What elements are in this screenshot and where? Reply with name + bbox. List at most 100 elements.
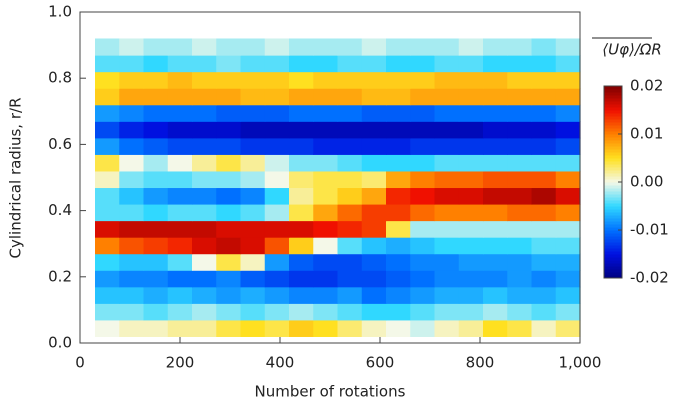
heatmap-cell: [192, 88, 217, 106]
heatmap-cell: [386, 203, 411, 222]
heatmap-cell: [483, 88, 508, 106]
colorbar-slice: [604, 197, 622, 201]
heatmap-cell: [216, 154, 242, 172]
colorbar-slice: [604, 257, 622, 261]
heatmap-cell: [531, 88, 557, 106]
heatmap-cell: [434, 303, 460, 321]
heatmap-cell: [313, 71, 339, 89]
heatmap-cell: [264, 121, 290, 139]
heatmap-cell: [386, 121, 411, 139]
heatmap-cell: [95, 286, 120, 304]
heatmap-cell: [361, 187, 387, 205]
heatmap-cell: [192, 220, 217, 238]
heatmap-cell: [531, 71, 557, 89]
heatmap-cell: [313, 303, 339, 321]
heatmap-cell: [313, 137, 339, 155]
heatmap-cell: [216, 253, 242, 271]
heatmap-cell: [361, 319, 387, 337]
heatmap-cell: [458, 220, 484, 238]
colorbar-slice: [604, 116, 622, 120]
heatmap-cell: [192, 187, 217, 205]
heatmap-cell: [167, 88, 193, 106]
colorbar-slice: [604, 98, 622, 102]
heatmap-cell: [167, 104, 193, 122]
heatmap-cell: [458, 187, 484, 205]
heatmap-cell: [289, 170, 314, 189]
heatmap-cell: [264, 88, 290, 106]
heatmap-cell: [555, 170, 581, 189]
heatmap-cell: [531, 104, 557, 122]
heatmap-cell: [264, 187, 290, 205]
heatmap-cell: [264, 170, 290, 189]
heatmap-cell: [167, 187, 193, 205]
heatmap-cell: [264, 286, 290, 304]
heatmap-cell: [167, 220, 193, 238]
colorbar-slice: [604, 152, 622, 156]
heatmap-cell: [192, 38, 217, 56]
heatmap-cell: [507, 237, 533, 255]
heatmap-cell: [289, 237, 314, 255]
heatmap-cell: [507, 137, 533, 155]
heatmap-cell: [337, 55, 363, 73]
colorbar-slice: [604, 188, 622, 192]
heatmap-cell: [458, 286, 484, 304]
heatmap-cell: [410, 38, 436, 56]
heatmap-cell: [555, 154, 581, 172]
heatmap-cell: [264, 253, 290, 271]
heatmap-cell: [434, 253, 460, 271]
heatmap-cell: [337, 154, 363, 172]
heatmap-cell: [95, 319, 120, 337]
colorbar-tick-label: 0.00: [630, 173, 663, 191]
heatmap-cell: [337, 104, 363, 122]
y-tick-label: 0.0: [48, 334, 72, 352]
heatmap-cell: [410, 237, 436, 255]
heatmap-cell: [216, 104, 242, 122]
heatmap-cell: [361, 104, 387, 122]
heatmap-cell: [531, 253, 557, 271]
heatmap-cell: [410, 137, 436, 155]
heatmap-cell: [167, 286, 193, 304]
heatmap-cell: [507, 253, 533, 271]
heatmap-cell: [167, 270, 193, 288]
heatmap-cell: [410, 220, 436, 238]
y-tick-label: 0.2: [48, 267, 72, 285]
heatmap-cell: [386, 303, 411, 321]
heatmap-cell: [289, 154, 314, 172]
heatmap-cell: [386, 38, 411, 56]
heatmap-cell: [143, 170, 169, 189]
colorbar-slice: [604, 179, 622, 183]
heatmap-cell: [361, 88, 387, 106]
heatmap-cell: [458, 170, 484, 189]
colorbar-slice: [604, 170, 622, 174]
y-axis-title: Cylindrical radius, r/R: [7, 98, 25, 259]
heatmap-cell: [192, 237, 217, 255]
heatmap-cell: [507, 220, 533, 238]
heatmap-cell: [95, 170, 120, 189]
heatmap-cell: [192, 203, 217, 222]
heatmap-cell: [337, 121, 363, 139]
heatmap-cell: [289, 38, 314, 56]
heatmap-cell: [192, 319, 217, 337]
heatmap-cell: [386, 71, 411, 89]
heatmap-cell: [410, 286, 436, 304]
colorbar-slice: [604, 194, 622, 198]
colorbar-slice: [604, 215, 622, 219]
heatmap-cell: [531, 303, 557, 321]
colorbar-slice: [604, 167, 622, 171]
heatmap-cell: [483, 286, 508, 304]
heatmap-cell: [95, 71, 120, 89]
heatmap-cell: [289, 187, 314, 205]
heatmap-cell: [434, 187, 460, 205]
heatmap-cell: [143, 121, 169, 139]
heatmap-cell: [95, 88, 120, 106]
heatmap-cell: [192, 71, 217, 89]
heatmap-cell: [264, 55, 290, 73]
colorbar-slice: [604, 185, 622, 189]
heatmap-cell: [386, 253, 411, 271]
heatmap-cell: [410, 71, 436, 89]
heatmap-cell: [216, 319, 242, 337]
heatmap-cell: [216, 88, 242, 106]
heatmap-cell: [361, 55, 387, 73]
heatmap-cell: [483, 203, 508, 222]
